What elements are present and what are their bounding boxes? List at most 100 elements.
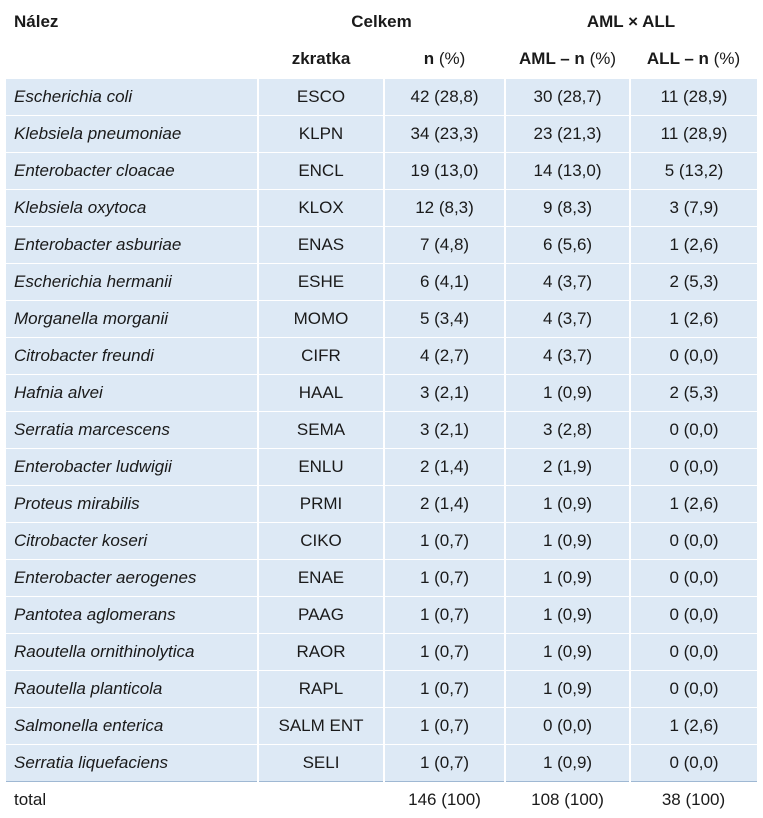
cell-all-n: 1 (2,6): [630, 301, 757, 338]
cell-all-n: 3 (7,9): [630, 190, 757, 227]
cell-total-n: 1 (0,7): [384, 671, 505, 708]
header-nalez: Nález: [6, 4, 258, 40]
cell-organism: Escherichia hermanii: [6, 264, 258, 301]
cell-all-n: 11 (28,9): [630, 116, 757, 153]
cell-abbreviation: PRMI: [258, 486, 384, 523]
cell-aml-n: 1 (0,9): [505, 671, 630, 708]
cell-abbreviation: RAOR: [258, 634, 384, 671]
cell-all-n: 0 (0,0): [630, 671, 757, 708]
cell-aml-n: 1 (0,9): [505, 745, 630, 782]
header-all-pct: (%): [714, 49, 740, 68]
table-container: Nález Celkem AML × ALL zkratka n (%) AML…: [0, 0, 763, 800]
cell-all-n: 11 (28,9): [630, 79, 757, 116]
cell-abbreviation: RAPL: [258, 671, 384, 708]
cell-all-n: 0 (0,0): [630, 597, 757, 634]
cell-abbreviation: ENCL: [258, 153, 384, 190]
cell-organism: Citrobacter freundi: [6, 338, 258, 375]
cell-all-n: 2 (5,3): [630, 375, 757, 412]
cell-organism: Hafnia alvei: [6, 375, 258, 412]
cell-aml-n: 1 (0,9): [505, 375, 630, 412]
cell-total-n: 1 (0,7): [384, 708, 505, 745]
cell-organism: Morganella morganii: [6, 301, 258, 338]
cell-total-n: 34 (23,3): [384, 116, 505, 153]
cell-abbreviation: CIKO: [258, 523, 384, 560]
cell-aml-n: 1 (0,9): [505, 634, 630, 671]
cell-aml-n: 23 (21,3): [505, 116, 630, 153]
cell-organism: Escherichia coli: [6, 79, 258, 116]
cell-aml-n: 0 (0,0): [505, 708, 630, 745]
cell-total-n: 1 (0,7): [384, 597, 505, 634]
cell-aml-n: 4 (3,7): [505, 301, 630, 338]
cell-all-n: 1 (2,6): [630, 708, 757, 745]
cell-abbreviation: SALM ENT: [258, 708, 384, 745]
cell-total-n: 2 (1,4): [384, 486, 505, 523]
header-zkratka: zkratka: [258, 40, 384, 79]
header-all-n-label: ALL – n: [647, 49, 709, 68]
header-empty: [6, 40, 258, 79]
header-aml-n: AML – n (%): [505, 40, 630, 79]
cell-all-n: 0 (0,0): [630, 412, 757, 449]
cell-organism: Klebsiela oxytoca: [6, 190, 258, 227]
cell-total-n: 1 (0,7): [384, 560, 505, 597]
cell-organism: Enterobacter ludwigii: [6, 449, 258, 486]
cell-abbreviation: PAAG: [258, 597, 384, 634]
cell-total-n: 2 (1,4): [384, 449, 505, 486]
header-aml-pct: (%): [590, 49, 616, 68]
cell-abbreviation: MOMO: [258, 301, 384, 338]
cell-organism: Enterobacter asburiae: [6, 227, 258, 264]
header-aml-n-label: AML – n: [519, 49, 585, 68]
cell-all-n: 1 (2,6): [630, 227, 757, 264]
cell-organism: Serratia liquefaciens: [6, 745, 258, 782]
cell-organism: Citrobacter koseri: [6, 523, 258, 560]
cell-abbreviation: ESCO: [258, 79, 384, 116]
header-row-1: Nález Celkem AML × ALL: [6, 4, 757, 40]
cell-aml-n: 3 (2,8): [505, 412, 630, 449]
cell-aml-n: 1 (0,9): [505, 560, 630, 597]
cell-abbreviation: ENLU: [258, 449, 384, 486]
cell-aml-n: 1 (0,9): [505, 486, 630, 523]
cell-abbreviation: SELI: [258, 745, 384, 782]
cell-abbreviation: KLPN: [258, 116, 384, 153]
cell-organism: Enterobacter cloacae: [6, 153, 258, 190]
cell-total-n: 1 (0,7): [384, 745, 505, 782]
cell-all-n: 0 (0,0): [630, 338, 757, 375]
cell-total-n: 12 (8,3): [384, 190, 505, 227]
cell-total-n: 3 (2,1): [384, 375, 505, 412]
cell-aml-n: 4 (3,7): [505, 264, 630, 301]
cell-total-n: 5 (3,4): [384, 301, 505, 338]
cell-all-n: 1 (2,6): [630, 486, 757, 523]
cell-all-n: 0 (0,0): [630, 634, 757, 671]
cell-total-n: 42 (28,8): [384, 79, 505, 116]
cell-all-n: 0 (0,0): [630, 523, 757, 560]
cell-total-n: 7 (4,8): [384, 227, 505, 264]
cell-organism: Klebsiela pneumoniae: [6, 116, 258, 153]
cell-abbreviation: ESHE: [258, 264, 384, 301]
cell-total-n: 1 (0,7): [384, 634, 505, 671]
cell-aml-n: 1 (0,9): [505, 523, 630, 560]
cell-organism: Serratia marcescens: [6, 412, 258, 449]
header-row-2: zkratka n (%) AML – n (%) ALL – n (%): [6, 40, 757, 79]
header-aml-all: AML × ALL: [505, 4, 757, 40]
header-all-n: ALL – n (%): [630, 40, 757, 79]
cell-organism: Enterobacter aerogenes: [6, 560, 258, 597]
header-n-pct: (%): [439, 49, 465, 68]
header-n: n (%): [384, 40, 505, 79]
cell-organism: Salmonella enterica: [6, 708, 258, 745]
cell-aml-n: 2 (1,9): [505, 449, 630, 486]
